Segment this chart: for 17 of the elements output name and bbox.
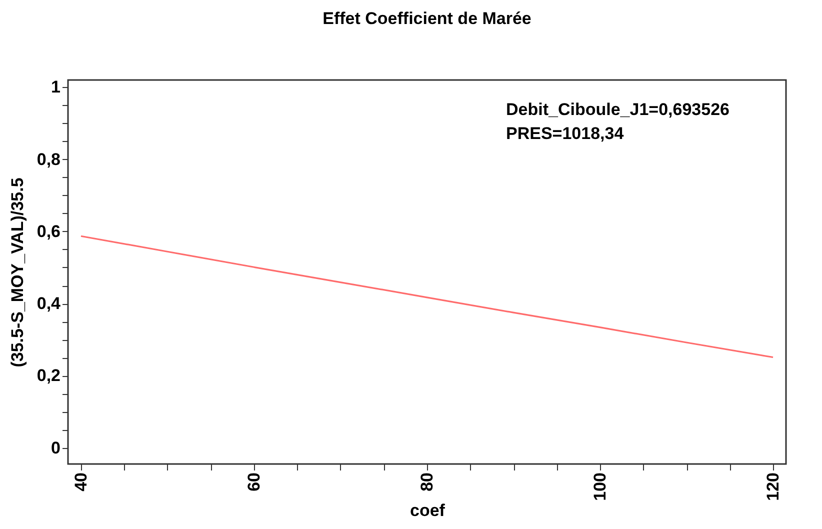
- annotation: Debit_Ciboule_J1=0,693526: [506, 100, 730, 119]
- chart-title: Effet Coefficient de Marée: [322, 9, 532, 28]
- line-series: [80, 235, 774, 358]
- y-tick-label: 1: [51, 78, 60, 97]
- y-tick-label: 0,6: [36, 222, 60, 241]
- x-tick-label: 100: [590, 472, 610, 501]
- y-axis-title: (35.5-S_MOY_VAL)/35.5: [8, 178, 27, 368]
- y-tick-label: 0: [51, 438, 60, 458]
- x-tick-label: 120: [764, 472, 783, 501]
- annotation: PRES=1018,34: [506, 124, 624, 143]
- x-tick-label: 80: [418, 472, 436, 492]
- y-tick-label: 0,8: [36, 150, 60, 169]
- x-axis-title: coef: [410, 500, 446, 520]
- y-tick-label: 0,4: [36, 294, 62, 314]
- x-tick-label: 60: [244, 472, 264, 492]
- x-tick-label: 40: [71, 472, 90, 492]
- y-tick-label: 0,2: [36, 366, 60, 386]
